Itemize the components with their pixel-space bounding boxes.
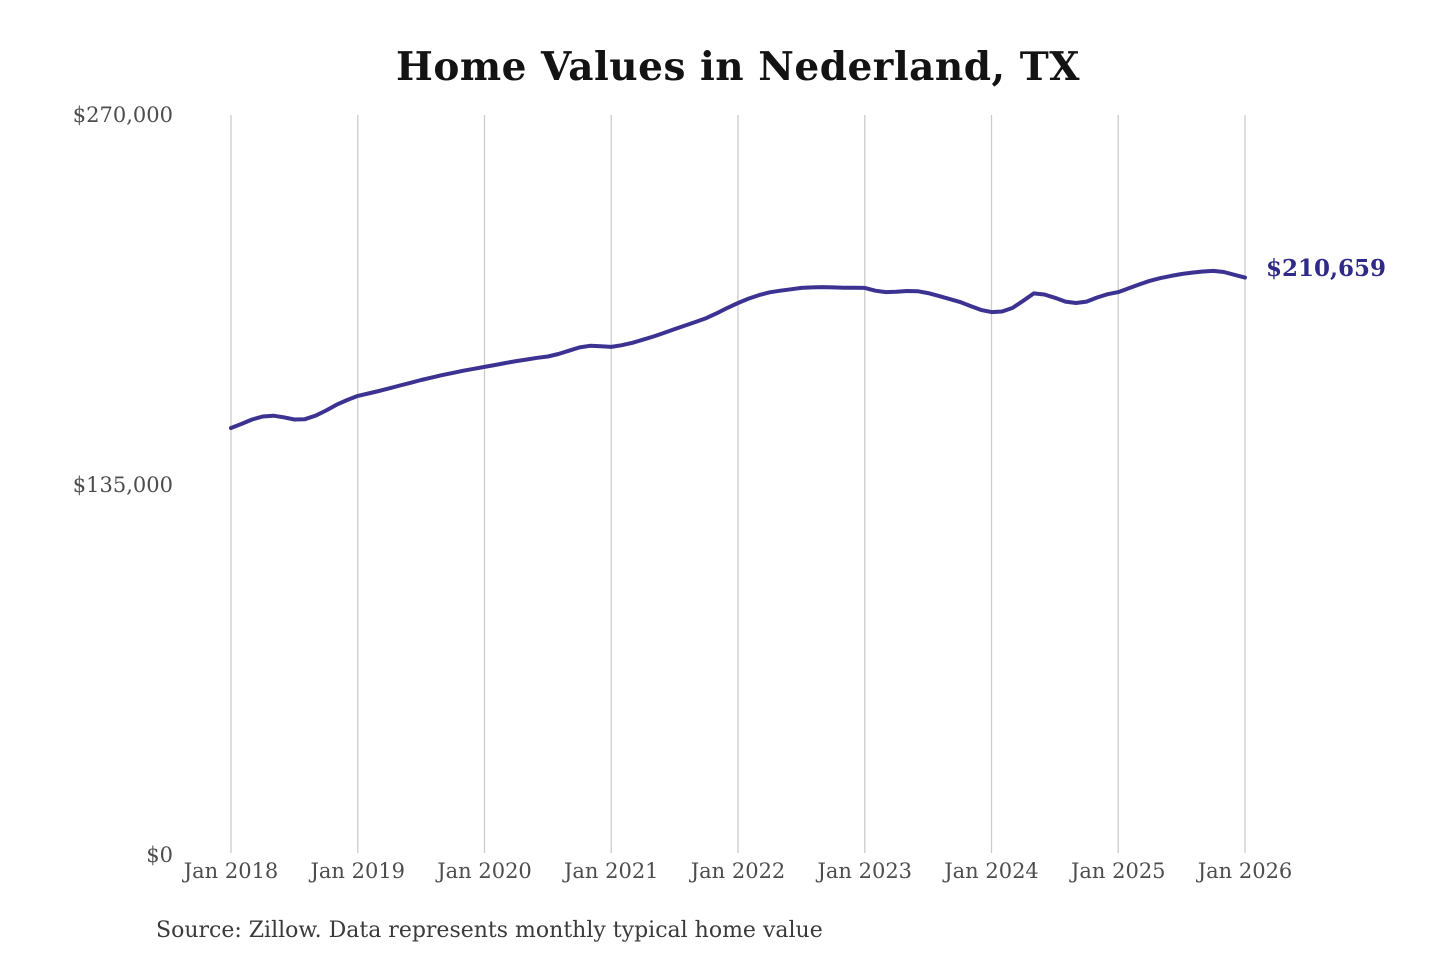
x-axis-label: Jan 2018: [183, 859, 279, 883]
latest-value-label: $210,659: [1266, 254, 1387, 282]
x-axis-label: Jan 2024: [944, 859, 1039, 883]
x-axis-label: Jan 2021: [563, 859, 659, 883]
x-axis-label: Jan 2025: [1070, 859, 1166, 883]
source-note: Source: Zillow. Data represents monthly …: [156, 918, 823, 943]
chart-title: Home Values in Nederland, TX: [396, 44, 1080, 90]
y-axis-label: $135,000: [72, 473, 173, 497]
x-axis-label: Jan 2020: [437, 859, 532, 883]
home-value-line: [229, 268, 1247, 430]
y-axis-label: $270,000: [72, 103, 173, 127]
y-axis-label: $0: [146, 843, 173, 867]
x-axis-label: Jan 2026: [1197, 859, 1293, 883]
x-axis-label: Jan 2019: [310, 859, 406, 883]
x-axis-label: Jan 2023: [817, 859, 913, 883]
x-axis-label: Jan 2022: [690, 859, 786, 883]
